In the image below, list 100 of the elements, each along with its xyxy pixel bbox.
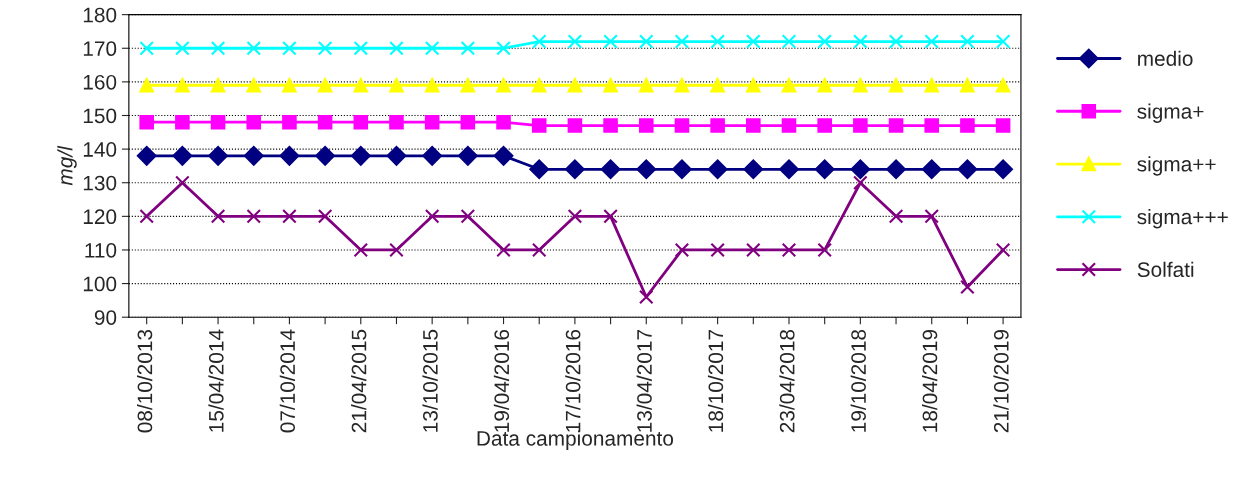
point — [386, 145, 407, 166]
point — [460, 40, 476, 56]
point — [279, 145, 300, 166]
point — [175, 175, 190, 191]
x-tick-label: 17/10/2016 — [565, 329, 581, 432]
x-tick-label: 07/10/2014 — [279, 329, 296, 433]
x-tick-label: 23/04/2018 — [779, 329, 795, 433]
point — [781, 77, 797, 93]
y-tick-label: 140 — [83, 142, 117, 157]
point — [710, 118, 725, 133]
x-axis-title: Data campionamento — [477, 430, 674, 450]
point — [817, 77, 832, 93]
point — [853, 34, 868, 49]
point — [781, 118, 797, 133]
x-tick-label: 19/04/2016 — [493, 329, 510, 432]
point — [707, 159, 728, 180]
x-tick-label: 08/10/2013 — [136, 329, 153, 433]
point — [817, 118, 832, 133]
point — [496, 114, 511, 130]
point — [496, 242, 511, 258]
point — [960, 279, 975, 295]
point — [282, 209, 297, 224]
point — [529, 159, 550, 180]
point — [460, 114, 476, 130]
point — [353, 77, 369, 93]
legend-label: sigma++ — [1137, 156, 1216, 176]
point — [814, 159, 835, 180]
point — [603, 118, 618, 133]
x-tick-label: 13/10/2015 — [422, 329, 438, 432]
point — [603, 34, 618, 49]
point — [496, 40, 511, 56]
point — [603, 77, 618, 93]
point — [636, 159, 657, 180]
point — [746, 242, 761, 258]
point — [317, 40, 333, 56]
point — [995, 242, 1011, 258]
x-tick-label: 15/04/2014 — [208, 329, 224, 432]
point — [638, 289, 654, 305]
point — [674, 77, 690, 93]
point — [460, 77, 476, 93]
x-tick-label: 18/10/2017 — [707, 330, 724, 432]
point — [246, 114, 262, 130]
point — [210, 114, 226, 130]
point — [175, 77, 190, 93]
x-tick-label: 13/04/2017 — [636, 330, 652, 432]
point — [422, 145, 443, 166]
legend-label: sigma+ — [1137, 103, 1204, 123]
point — [282, 114, 297, 130]
point — [638, 77, 654, 93]
point — [424, 114, 440, 130]
point — [888, 34, 904, 49]
point — [960, 77, 975, 93]
point — [674, 242, 690, 258]
point — [850, 159, 871, 180]
point — [317, 209, 333, 224]
point — [389, 242, 404, 258]
point — [710, 242, 725, 258]
y-tick-label: 90 — [94, 310, 117, 325]
point — [172, 145, 193, 166]
y-tick-label: 120 — [83, 209, 117, 225]
point — [886, 159, 906, 180]
y-axis-title: mg/l — [57, 145, 77, 186]
point — [317, 77, 333, 93]
point — [853, 77, 868, 93]
point — [995, 118, 1011, 133]
point — [531, 34, 547, 49]
y-tick-label: 150 — [83, 108, 117, 124]
point — [175, 40, 190, 56]
point — [603, 209, 618, 224]
point — [139, 209, 154, 224]
x-tick-label: 21/10/2019 — [993, 329, 1009, 433]
point — [424, 77, 440, 93]
point — [993, 159, 1013, 180]
point — [674, 34, 690, 49]
point — [888, 77, 904, 93]
point — [565, 159, 585, 180]
point — [710, 77, 725, 93]
point — [282, 40, 297, 56]
point — [746, 77, 761, 93]
point — [743, 159, 764, 180]
point — [567, 118, 583, 133]
point — [817, 34, 832, 49]
point — [389, 40, 404, 56]
point — [246, 40, 262, 56]
point — [457, 145, 478, 166]
point — [674, 118, 690, 133]
point — [136, 145, 157, 166]
point — [924, 77, 940, 93]
point — [817, 242, 832, 258]
point — [957, 159, 978, 180]
point — [139, 40, 154, 56]
point — [567, 77, 583, 93]
point — [779, 159, 799, 180]
point — [389, 114, 404, 130]
point — [208, 145, 228, 166]
point — [460, 209, 476, 224]
point — [921, 159, 942, 180]
point — [600, 159, 621, 180]
point — [139, 77, 154, 93]
point — [389, 77, 404, 93]
